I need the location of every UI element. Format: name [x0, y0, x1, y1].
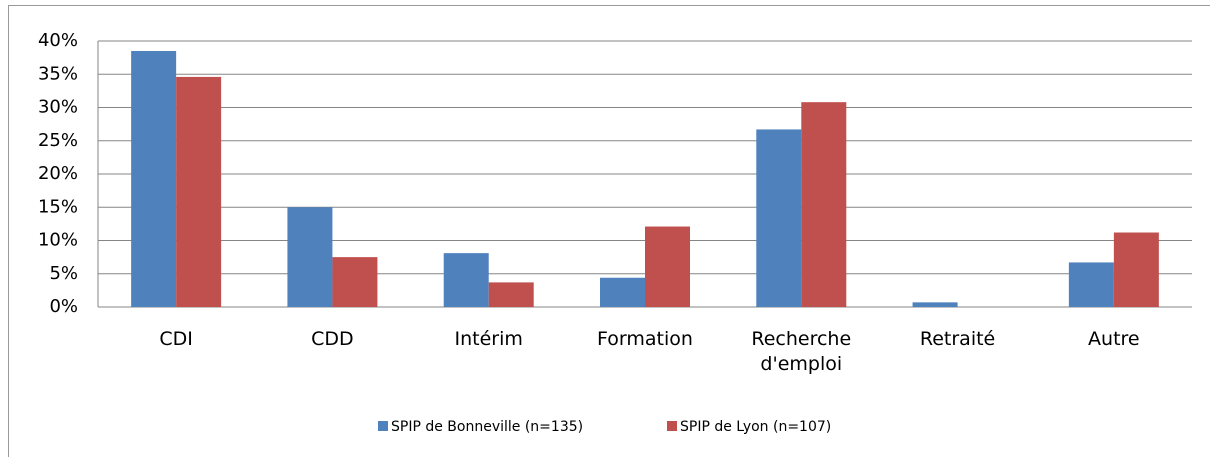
chart-border [8, 5, 1210, 457]
x-tick-label: Retraité [919, 328, 996, 350]
y-tick-label: 5% [49, 263, 78, 284]
y-tick-label: 35% [38, 63, 78, 84]
legend-label: SPIP de Lyon (n=107) [680, 419, 831, 435]
bar [1113, 232, 1159, 307]
legend-label: SPIP de Bonneville (n=135) [391, 419, 583, 435]
x-tick-label: Autre [1088, 328, 1140, 350]
y-tick-label: 15% [38, 196, 78, 217]
y-tick-label: 0% [49, 296, 78, 317]
y-tick-label: 20% [38, 163, 78, 184]
bar [287, 207, 333, 307]
bar [488, 282, 534, 307]
bar [1068, 262, 1114, 307]
legend-swatch [378, 421, 388, 431]
y-tick-label: 10% [38, 230, 78, 251]
bar [801, 102, 847, 308]
y-tick-label: 30% [38, 97, 78, 118]
x-tick-label: Recherche d'emploi [751, 328, 852, 375]
x-tick-label: CDD [311, 328, 354, 350]
x-tick-label: CDI [159, 328, 193, 350]
bar [600, 277, 645, 307]
bar [912, 302, 958, 307]
bar [176, 76, 222, 307]
legend-swatch [667, 421, 677, 431]
x-tick-label: Intérim [454, 328, 523, 350]
bar [756, 129, 802, 307]
x-tick-label: Formation [597, 328, 693, 350]
bar [131, 50, 177, 307]
bar [645, 226, 690, 307]
bar [332, 257, 378, 307]
y-tick-label: 40% [38, 30, 78, 51]
bar [443, 253, 489, 307]
y-tick-label: 25% [38, 130, 78, 151]
